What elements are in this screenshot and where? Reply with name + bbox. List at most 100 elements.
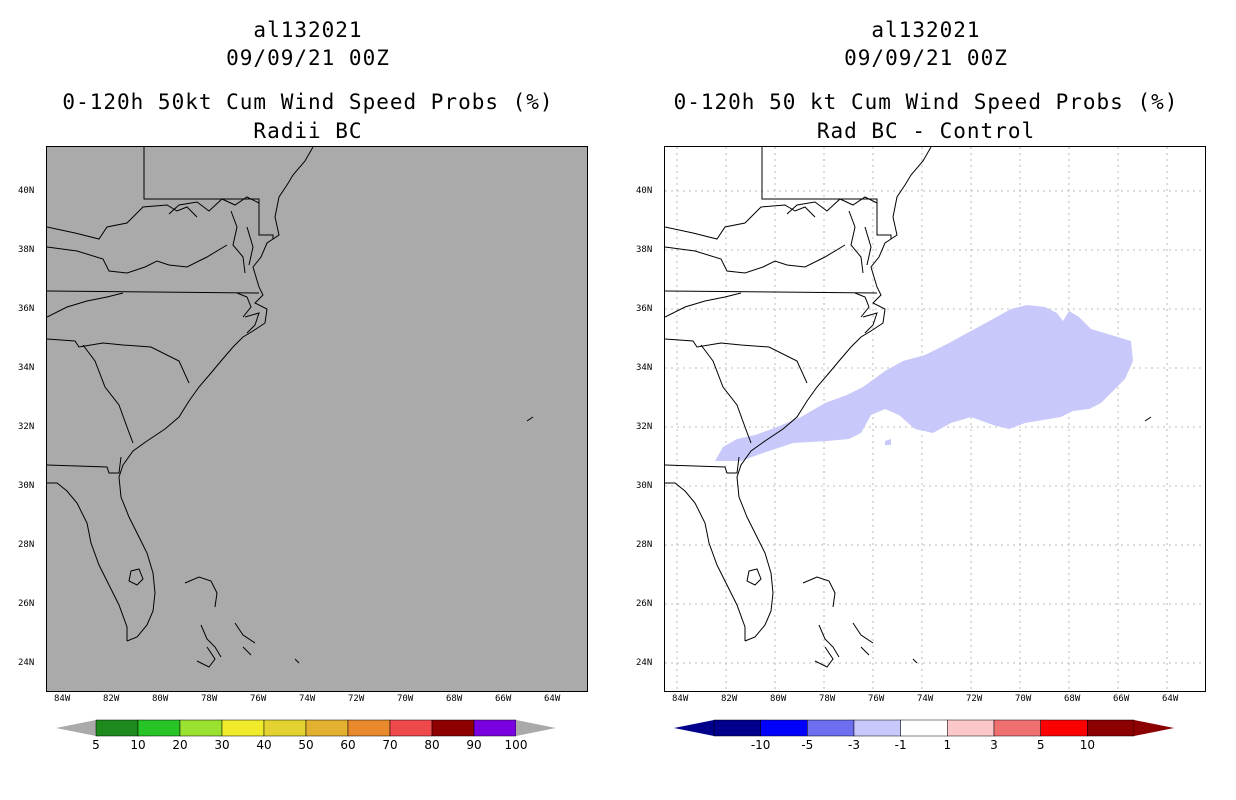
colorbar-label: 30 bbox=[214, 738, 230, 752]
colorbar-label: 5 bbox=[1036, 738, 1045, 752]
colorbar-label: 40 bbox=[256, 738, 272, 752]
colorbar-label: 70 bbox=[382, 738, 398, 752]
left-title-line1: 0-120h 50kt Cum Wind Speed Probs (%) bbox=[62, 90, 554, 114]
colorbar-swatch bbox=[137, 719, 181, 737]
lat-label: 36N bbox=[18, 304, 35, 314]
lon-label: 74W bbox=[299, 694, 316, 704]
lon-label: 74W bbox=[917, 694, 934, 704]
difference-fill-island bbox=[885, 439, 891, 445]
difference-fill-region bbox=[715, 305, 1133, 461]
lon-label: 76W bbox=[868, 694, 885, 704]
lon-label: 70W bbox=[1015, 694, 1032, 704]
colorbar-swatch bbox=[1087, 719, 1135, 737]
left-map-panel bbox=[46, 146, 588, 692]
lat-label: 38N bbox=[636, 245, 653, 255]
lon-label: 80W bbox=[152, 694, 169, 704]
right-difference-map bbox=[665, 147, 1205, 691]
colorbar-swatch bbox=[853, 719, 901, 737]
colorbar-swatch bbox=[760, 719, 808, 737]
right-colorbar-swatches bbox=[674, 719, 1174, 737]
lat-label: 28N bbox=[18, 540, 35, 550]
lon-label: 76W bbox=[250, 694, 267, 704]
colorbar-swatch bbox=[179, 719, 223, 737]
left-coastline-map bbox=[47, 147, 534, 668]
lat-label: 26N bbox=[18, 599, 35, 609]
colorbar-swatch bbox=[221, 719, 265, 737]
colorbar-label: -5 bbox=[801, 738, 814, 752]
colorbar-swatch bbox=[347, 719, 391, 737]
colorbar-swatch bbox=[473, 719, 517, 737]
colorbar-label: -3 bbox=[848, 738, 860, 752]
left-colorbar-swatches bbox=[56, 719, 556, 737]
right-title-line1: 0-120h 50 kt Cum Wind Speed Probs (%) bbox=[673, 90, 1179, 114]
lon-label: 68W bbox=[446, 694, 463, 704]
colorbar-label: 60 bbox=[340, 738, 356, 752]
lon-label: 84W bbox=[672, 694, 689, 704]
right-colorbar bbox=[674, 718, 1174, 742]
colorbar-label: 1 bbox=[943, 738, 952, 752]
lon-label: 84W bbox=[54, 694, 71, 704]
lat-label: 26N bbox=[636, 599, 653, 609]
colorbar-label: 5 bbox=[92, 738, 100, 752]
lat-label: 32N bbox=[18, 422, 35, 432]
lon-label: 78W bbox=[201, 694, 218, 704]
lon-label: 68W bbox=[1064, 694, 1081, 704]
colorbar-label: 80 bbox=[424, 738, 440, 752]
lat-label: 24N bbox=[18, 658, 35, 668]
right-title-line2: Rad BC - Control bbox=[816, 119, 1036, 143]
lon-label: 72W bbox=[966, 694, 983, 704]
colorbar-swatch bbox=[389, 719, 433, 737]
colorbar-arrow-low bbox=[674, 720, 714, 736]
colorbar-swatch bbox=[993, 719, 1041, 737]
lat-label: 32N bbox=[636, 422, 653, 432]
colorbar-swatch bbox=[713, 719, 761, 737]
lon-label: 82W bbox=[721, 694, 738, 704]
right-storm-id: al132021 bbox=[871, 18, 981, 42]
colorbar-arrow-high bbox=[516, 720, 556, 736]
lon-label: 72W bbox=[348, 694, 365, 704]
left-init-time: 09/09/21 00Z bbox=[226, 46, 390, 70]
colorbar-label: 3 bbox=[990, 738, 998, 752]
right-map-panel bbox=[664, 146, 1206, 692]
lat-label: 34N bbox=[636, 363, 653, 373]
colorbar-swatch bbox=[95, 719, 139, 737]
colorbar-swatch bbox=[900, 719, 948, 737]
right-init-time: 09/09/21 00Z bbox=[844, 46, 1008, 70]
colorbar-arrow-low bbox=[56, 720, 96, 736]
lon-label: 82W bbox=[103, 694, 120, 704]
lat-label: 30N bbox=[18, 481, 35, 491]
colorbar-swatch bbox=[263, 719, 307, 737]
lat-label: 34N bbox=[18, 363, 35, 373]
left-storm-id: al132021 bbox=[253, 18, 363, 42]
lon-label: 80W bbox=[770, 694, 787, 704]
lat-label: 30N bbox=[636, 481, 653, 491]
colorbar-swatch bbox=[1040, 719, 1088, 737]
colorbar-label: 20 bbox=[172, 738, 188, 752]
colorbar-swatch bbox=[807, 719, 855, 737]
colorbar-label: 100 bbox=[504, 738, 528, 752]
colorbar-swatch bbox=[431, 719, 475, 737]
lat-label: 40N bbox=[18, 186, 35, 196]
colorbar-arrow-high bbox=[1134, 720, 1174, 736]
colorbar-label: 50 bbox=[298, 738, 314, 752]
lon-label: 78W bbox=[819, 694, 836, 704]
lat-label: 28N bbox=[636, 540, 653, 550]
colorbar-label: -1 bbox=[894, 738, 907, 752]
lon-label: 64W bbox=[544, 694, 561, 704]
colorbar-label: 10 bbox=[1079, 738, 1095, 752]
colorbar-label: -10 bbox=[750, 738, 771, 752]
lat-label: 36N bbox=[636, 304, 653, 314]
colorbar-label: 90 bbox=[466, 738, 482, 752]
colorbar-swatch bbox=[305, 719, 349, 737]
colorbar-label: 10 bbox=[130, 738, 146, 752]
left-colorbar bbox=[56, 718, 556, 742]
lon-label: 66W bbox=[1113, 694, 1130, 704]
lat-label: 40N bbox=[636, 186, 653, 196]
lon-label: 70W bbox=[397, 694, 414, 704]
lon-label: 66W bbox=[495, 694, 512, 704]
lat-label: 24N bbox=[636, 658, 653, 668]
colorbar-swatch bbox=[947, 719, 995, 737]
lat-label: 38N bbox=[18, 245, 35, 255]
left-title-line2: Radii BC bbox=[253, 119, 363, 143]
lon-label: 64W bbox=[1162, 694, 1179, 704]
